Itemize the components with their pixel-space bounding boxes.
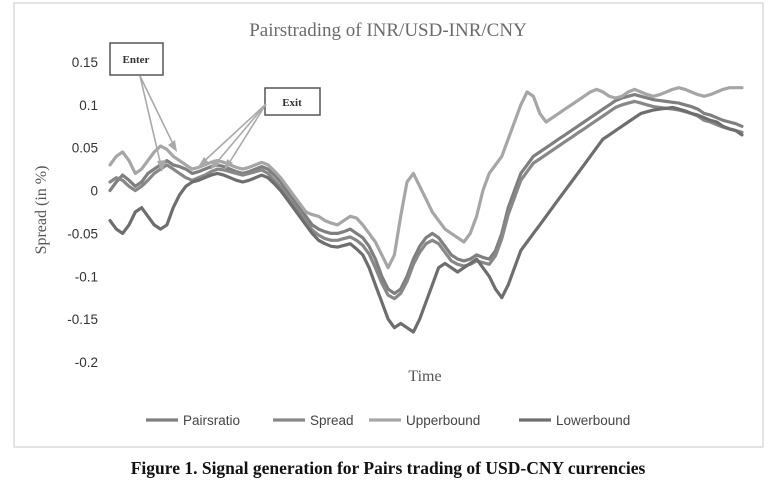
exit-arrow-3-head [224,159,233,170]
legend-item-spread: Spread [273,413,354,428]
y-axis-ticks: 0.15 0.1 0.05 0 -0.05 -0.1 -0.15 -0.2 [67,55,98,370]
y-tick-label: -0.15 [67,312,98,327]
y-tick-label: 0.15 [72,55,98,70]
legend-item-upperbound: Upperbound [369,413,480,428]
y-tick-label: -0.2 [75,355,98,370]
y-tick-label: 0.1 [79,98,98,113]
exit-annotation-box [264,87,321,116]
exit-annotation-label: Exit [282,97,302,109]
exit-arrow-1-head [198,157,209,167]
y-tick-label: 0 [90,184,98,199]
exit-arrow-1 [199,103,267,166]
enter-arrow-1-head [157,160,166,172]
legend-item-pairsratio: Pairsratio [146,413,240,428]
series-line-lowerbound [108,105,744,334]
y-tick-label: -0.1 [75,269,98,284]
enter-arrow-2 [139,75,177,151]
chart-frame [13,2,764,448]
legend-label: Spread [310,413,354,428]
chart-title: Pairstrading of INR/USD-INR/CNY [249,20,527,41]
y-tick-label: 0.05 [72,141,98,156]
legend-label: Pairsratio [183,413,240,428]
x-axis-label: Time [408,368,441,385]
enter-annotation-box [109,42,164,76]
y-tick-label: -0.05 [67,226,98,241]
y-axis-label: Spread (in %) [33,166,50,255]
exit-arrow-3 [225,103,267,169]
figure-caption: Figure 1. Signal generation for Pairs tr… [131,458,646,478]
legend: Pairsratio Spread Upperbound Lowerbound [146,413,630,428]
enter-arrow-1 [139,75,163,171]
legend-item-lowerbound: Lowerbound [519,413,630,428]
exit-arrow-2 [211,103,267,169]
series-line-spread [108,99,744,301]
enter-annotation-label: Enter [123,54,150,66]
exit-arrow-2-head [210,159,220,170]
annotation-arrows [139,75,267,172]
legend-label: Lowerbound [556,413,630,428]
legend-label: Upperbound [406,413,480,428]
enter-arrow-2-head [168,140,177,152]
